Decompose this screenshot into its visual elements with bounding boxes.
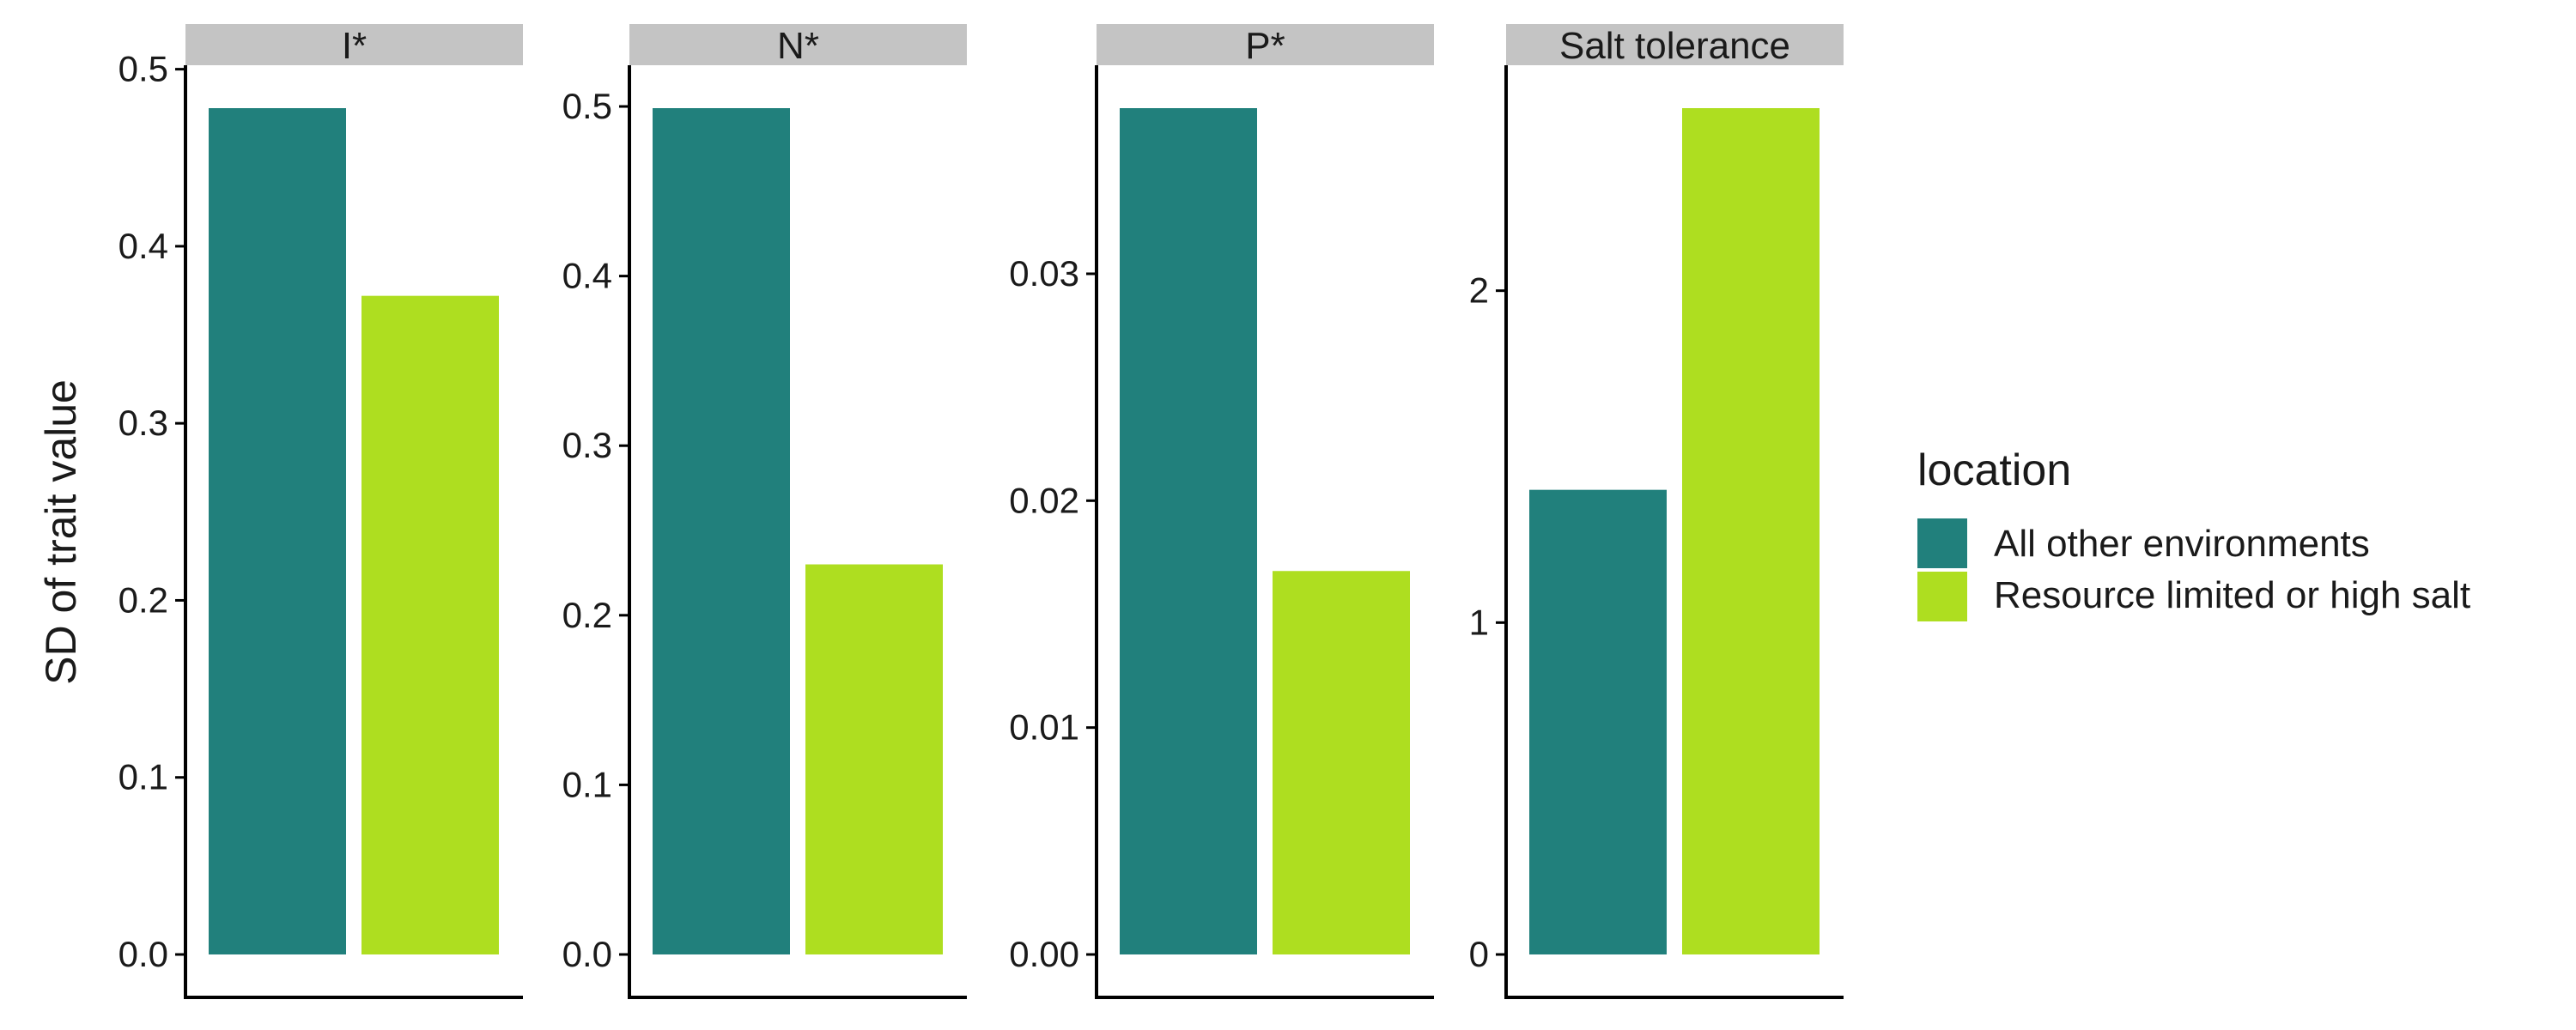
y-axis-title: SD of trait value (37, 379, 85, 685)
tick-label-salt-tolerance: 0 (1469, 934, 1489, 974)
strip-label-i: I* (342, 25, 367, 67)
bar-i-all-other (209, 108, 346, 954)
strip-p (1097, 24, 1434, 65)
tick-label-p: 0.03 (1009, 253, 1079, 294)
legend: location All other environments Resource… (1917, 445, 2470, 621)
bar-n-resource-limited (805, 564, 943, 954)
tick-label-p: 0.02 (1009, 480, 1079, 520)
strip-n (629, 24, 967, 65)
tick-label-n: 0.2 (562, 595, 612, 635)
tick-label-i: 0.0 (118, 934, 168, 974)
tick-label-p: 0.01 (1009, 707, 1079, 748)
legend-swatch-all-other (1917, 518, 1967, 568)
bar-salt-tolerance-resource-limited (1682, 108, 1820, 954)
legend-title: location (1917, 445, 2071, 495)
strip-salt-tolerance (1506, 24, 1844, 65)
legend-swatch-resource-limited (1917, 572, 1967, 621)
tick-label-i: 0.3 (118, 403, 168, 443)
tick-label-i: 0.5 (118, 49, 168, 89)
panel-3: P* 0.00 0.01 0.02 0.03 (1009, 24, 1434, 999)
tick-label-n: 0.0 (562, 934, 612, 974)
tick-label-salt-tolerance: 2 (1469, 270, 1489, 311)
legend-label-all-other: All other environments (1994, 523, 2370, 565)
strip-label-salt-tolerance: Salt tolerance (1559, 25, 1790, 67)
strip-label-p: P* (1245, 25, 1285, 67)
bar-p-resource-limited (1273, 571, 1410, 954)
tick-label-n: 0.4 (562, 256, 612, 296)
bar-i-resource-limited (361, 295, 499, 954)
chart-panels: I* 0.0 0.1 0.2 0.3 0.4 0.5 N* 0.0 0.1 0.2 0.3 0.4 0.5… (118, 24, 1844, 999)
tick-label-i: 0.4 (118, 226, 168, 266)
bar-salt-tolerance-all-other (1529, 489, 1667, 954)
tick-label-n: 0.1 (562, 764, 612, 804)
strip-label-n: N* (777, 25, 819, 67)
tick-label-p: 0.00 (1009, 934, 1079, 974)
bar-p-all-other (1120, 108, 1257, 954)
tick-label-n: 0.5 (562, 86, 612, 126)
bar-n-all-other (653, 108, 790, 954)
tick-label-i: 0.1 (118, 757, 168, 797)
legend-label-resource-limited: Resource limited or high salt (1994, 574, 2470, 616)
tick-label-n: 0.3 (562, 425, 612, 465)
panel-1: I* 0.0 0.1 0.2 0.3 0.4 0.5 (118, 24, 523, 999)
tick-label-i: 0.2 (118, 579, 168, 620)
panel-2: N* 0.0 0.1 0.2 0.3 0.4 0.5 (562, 24, 967, 999)
strip-i (185, 24, 523, 65)
panel-4: Salt tolerance 0 1 2 (1469, 24, 1844, 999)
tick-label-salt-tolerance: 1 (1469, 602, 1489, 642)
